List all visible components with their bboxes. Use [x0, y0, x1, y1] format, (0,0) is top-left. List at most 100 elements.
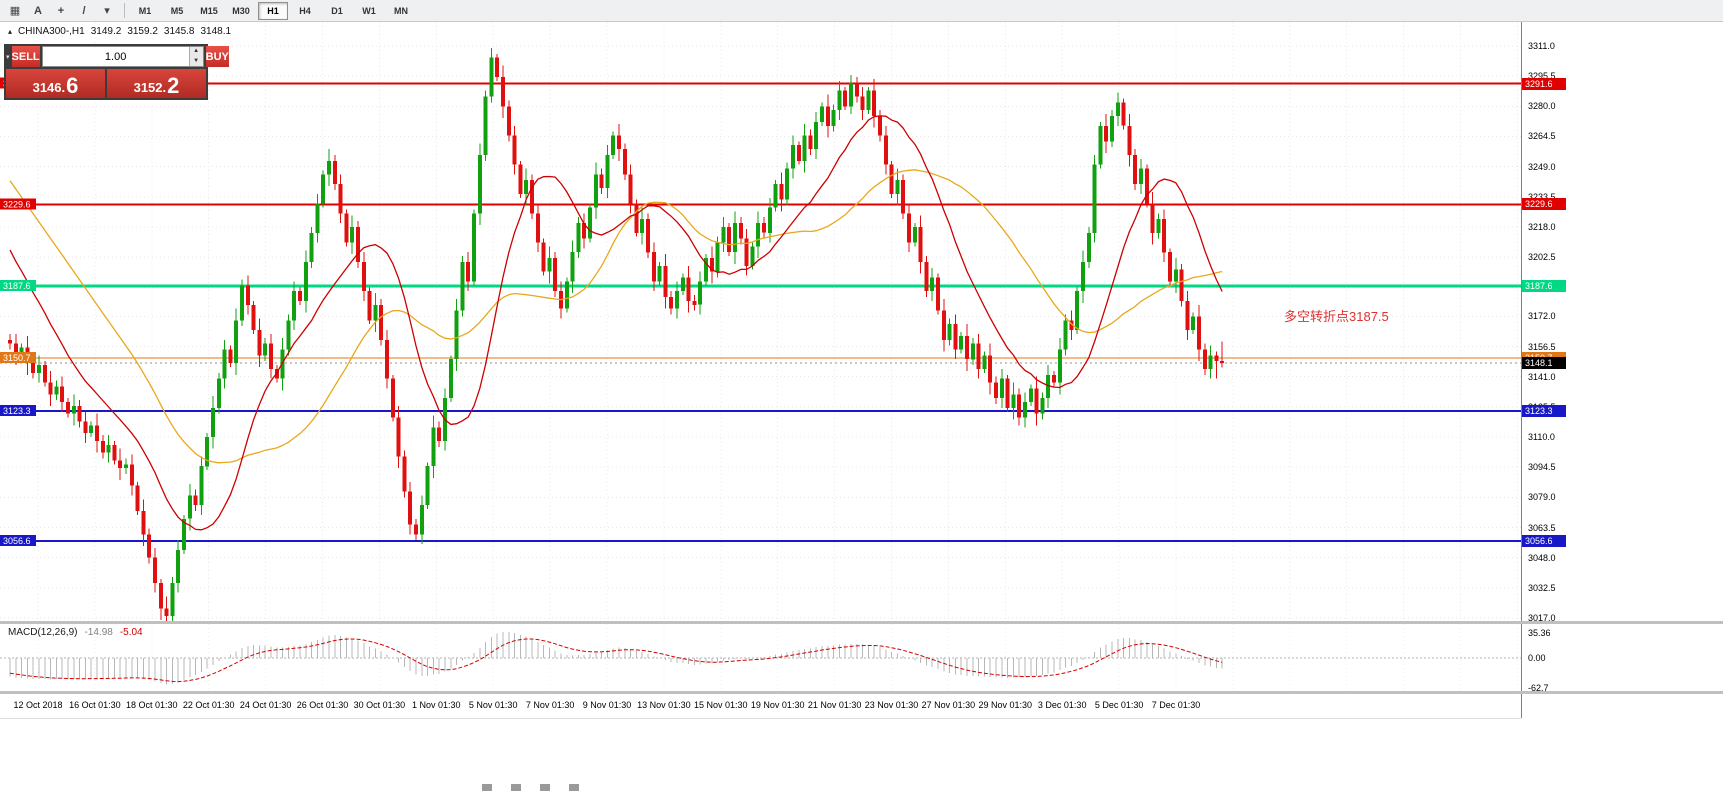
- time-axis-label: 19 Nov 01:30: [750, 700, 805, 710]
- timeframe-button-h1[interactable]: H1: [258, 1, 288, 20]
- time-axis: 12 Oct 2018 16 Oct 01:30 18 Oct 01:30 22 Oc…: [0, 694, 1521, 719]
- timeframe-button-m15[interactable]: M15: [200, 5, 218, 16]
- sell-price-big-digit: 6: [66, 73, 79, 98]
- time-axis-label: 1 Nov 01:30: [412, 700, 461, 710]
- time-axis-label: 9 Nov 01:30: [582, 700, 632, 710]
- price-axis-label: 3079.0: [1528, 492, 1556, 503]
- toolbar-icon-group: ▦ A + / ▾: [4, 1, 119, 20]
- sell-price-main: 3146.: [32, 80, 66, 95]
- macd-signal-line: [9, 638, 1223, 683]
- ohlc-low: 3145.8: [163, 26, 195, 37]
- volume-input[interactable]: [42, 47, 189, 66]
- level-price-tag: 3187.6: [1522, 280, 1566, 293]
- level-price-tag: 3056.6: [1522, 534, 1566, 547]
- moving-averages-layer: [9, 115, 1223, 531]
- horizontal-levels-layer: [0, 82, 1521, 542]
- price-axis-label: 3017.0: [1528, 613, 1556, 623]
- timeframe-bar: M1 M5 M15 M30 H1 H4 D1 W1 MN: [130, 1, 418, 20]
- timeframe-button-m1[interactable]: M1: [138, 5, 152, 16]
- crosshair-icon[interactable]: +: [57, 4, 65, 17]
- taskbar-icon: [511, 784, 521, 791]
- price-axis-label: 3218.0: [1528, 221, 1556, 232]
- time-axis-label: 5 Dec 01:30: [1094, 700, 1144, 710]
- grid-layer: [0, 22, 1521, 621]
- level-price-tag: 3123.3: [1522, 405, 1566, 418]
- price-axis-label: 3311.0: [1528, 41, 1555, 51]
- buy-price-big-digit: 2: [167, 73, 180, 98]
- macd-title: MACD(12,26,9): [8, 627, 78, 638]
- macd-main-value: -14.98: [84, 627, 113, 638]
- time-axis-label: 7 Dec 01:30: [1151, 700, 1201, 710]
- price-axis-label: 3110.0: [1528, 432, 1555, 443]
- price-axis-label: 3295.5: [1528, 71, 1556, 82]
- price-axis-label: 3280.0: [1528, 101, 1556, 112]
- chart-annotation-text: 多空转折点3187.5: [1284, 309, 1389, 324]
- macd-indicator-label: MACD(12,26,9) -14.98 -5.04: [8, 627, 143, 638]
- time-axis-label: 16 Oct 01:30: [69, 700, 121, 710]
- ohlc-close: 3148.1: [200, 26, 232, 37]
- sell-button[interactable]: SELL: [11, 46, 40, 67]
- timeframe-button-d1[interactable]: D1: [331, 5, 343, 16]
- svg-text:3187.6: 3187.6: [3, 281, 31, 291]
- toolbar-separator: [124, 3, 125, 18]
- timeframe-button-m5[interactable]: M5: [170, 5, 184, 16]
- macd-signal-value: -5.04: [119, 627, 143, 638]
- draw-tools-dropdown-icon[interactable]: ▾: [104, 5, 110, 17]
- time-axis-label: 5 Nov 01:30: [468, 700, 518, 710]
- time-axis-label: 29 Nov 01:30: [978, 700, 1033, 710]
- price-axis-label: 3264.5: [1528, 131, 1556, 142]
- timeframe-button-mn[interactable]: MN: [394, 5, 408, 16]
- symbol-ohlc-header: ▴ CHINA300-,H1 3149.2 3159.2 3145.8 3148…: [8, 26, 231, 37]
- macd-indicator-canvas[interactable]: [0, 624, 1521, 691]
- timeframe-button-m30[interactable]: M30: [232, 5, 250, 16]
- draw-tools-icon[interactable]: /: [82, 4, 86, 17]
- svg-text:3056.6: 3056.6: [3, 536, 31, 546]
- taskbar-icon: [540, 784, 550, 791]
- svg-text:3150.7: 3150.7: [3, 353, 31, 363]
- svg-text:3229.6: 3229.6: [3, 199, 31, 209]
- price-axis-label: 3172.0: [1528, 311, 1556, 322]
- top-toolbar: ▦ A + / ▾ M1 M5 M15 M30 H1 H4 D1 W1 MN: [0, 0, 1723, 22]
- current-price-tag: 3148.1: [1522, 356, 1566, 369]
- time-axis-label: 18 Oct 01:30: [126, 700, 178, 710]
- taskbar-fragment: [482, 784, 579, 791]
- volume-box: ▲ ▼: [41, 46, 204, 67]
- trade-panel-menu-icon[interactable]: ▾: [6, 53, 10, 61]
- symbol-name: CHINA300-,H1: [18, 26, 85, 37]
- taskbar-icon: [569, 784, 579, 791]
- time-axis-label: 24 Oct 01:30: [239, 700, 292, 710]
- chart-window-icon[interactable]: ▦: [9, 5, 21, 17]
- symbol-expand-icon[interactable]: ▴: [8, 27, 13, 36]
- time-axis-label: 26 Oct 01:30: [296, 700, 349, 710]
- level-price-tag: 3291.6: [1522, 77, 1566, 90]
- macd-axis-label: 35.36: [1528, 628, 1551, 638]
- taskbar-icon: [482, 784, 492, 791]
- timeframe-button-w1[interactable]: W1: [362, 5, 376, 16]
- pane-splitter[interactable]: [0, 621, 1723, 624]
- volume-decrease-button[interactable]: ▼: [189, 56, 203, 66]
- time-axis-label: 15 Nov 01:30: [694, 700, 748, 710]
- pane-splitter[interactable]: [0, 691, 1723, 694]
- price-axis: 3311.0 3295.5 3280.0 3264.5 3249.0 3233.5 3218…: [1521, 22, 1723, 718]
- sell-price-display[interactable]: 3146. 6: [6, 69, 105, 98]
- buy-price-display[interactable]: 3152. 2: [107, 69, 206, 98]
- ohlc-open: 3149.2: [90, 26, 122, 37]
- level-price-tag: 3229.6: [1522, 198, 1566, 211]
- time-axis-label: 30 Oct 01:30: [353, 700, 406, 710]
- buy-button[interactable]: BUY: [205, 46, 229, 67]
- volume-increase-button[interactable]: ▲: [189, 47, 203, 57]
- macd-axis-label: -62.7: [1528, 683, 1549, 693]
- price-axis-label: 3063.5: [1528, 522, 1556, 533]
- price-axis-label: 3094.5: [1528, 462, 1556, 473]
- time-axis-label: 23 Nov 01:30: [864, 700, 919, 710]
- price-axis-label: 3233.5: [1528, 191, 1556, 202]
- timeframe-button-h4[interactable]: H4: [299, 5, 311, 16]
- time-axis-label: 3 Dec 01:30: [1037, 700, 1087, 710]
- price-axis-label: 3032.5: [1528, 582, 1556, 593]
- text-tool-icon[interactable]: A: [34, 4, 42, 17]
- price-axis-label: 3048.0: [1528, 552, 1556, 563]
- time-axis-label: 13 Nov 01:30: [637, 700, 691, 710]
